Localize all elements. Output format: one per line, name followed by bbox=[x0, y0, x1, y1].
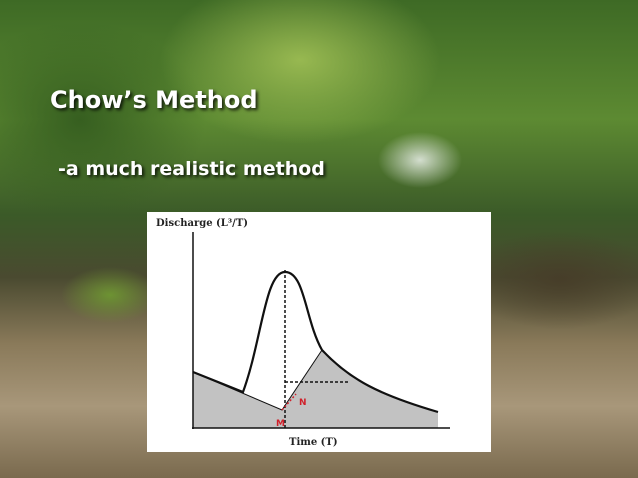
point-label: N bbox=[299, 398, 307, 408]
baseflow-area bbox=[193, 350, 438, 428]
point-label: M bbox=[276, 419, 285, 429]
hydrograph-curve bbox=[192, 270, 439, 414]
slide-title: Chow’s Method bbox=[50, 86, 258, 114]
x-axis-label: Time (T) bbox=[289, 437, 338, 448]
y-axis-label: Discharge (L³/T) bbox=[156, 218, 248, 229]
m-n-line bbox=[281, 393, 297, 411]
slide-subtitle: -a much realistic method bbox=[58, 158, 325, 180]
